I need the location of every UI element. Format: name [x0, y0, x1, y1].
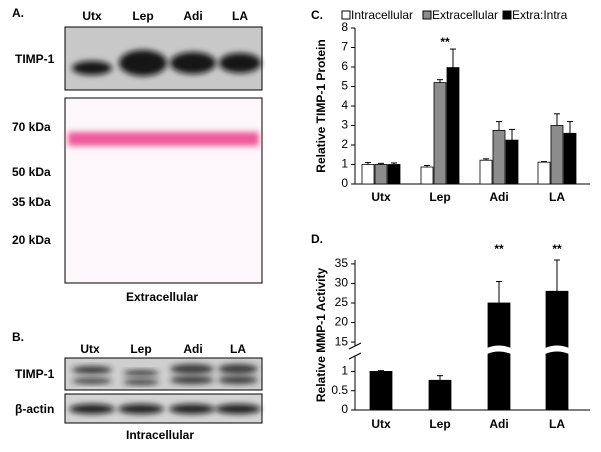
caption: Intracellular	[126, 428, 194, 442]
x-tick-label: Utx	[371, 190, 391, 204]
legend-label: Extracellular	[432, 8, 498, 22]
bar	[446, 67, 460, 185]
lane-label: LA	[232, 9, 248, 23]
x-tick-label: Lep	[429, 190, 450, 204]
lane-label: Adi	[183, 9, 202, 23]
band	[118, 404, 164, 414]
bar	[420, 166, 434, 185]
bar-break	[487, 345, 511, 354]
y-tick-label: 8	[341, 20, 348, 34]
y-tick-label: 20	[335, 315, 349, 329]
band	[123, 379, 159, 385]
marker-label: 50 kDa	[12, 165, 51, 179]
band	[123, 370, 159, 376]
x-tick-label: Utx	[371, 417, 391, 431]
annotation: **	[552, 242, 562, 256]
panel-label: D.	[311, 232, 323, 246]
y-tick-label: 0.5	[331, 383, 348, 397]
bar	[563, 132, 577, 185]
bar	[550, 125, 564, 185]
legend-label: Intracellular	[351, 8, 413, 22]
band	[119, 50, 167, 76]
band	[170, 376, 214, 384]
x-tick-label: LA	[549, 417, 565, 431]
annotation: **	[494, 242, 504, 256]
legend-swatch	[341, 10, 351, 20]
marker-label: 20 kDa	[12, 233, 51, 247]
x-tick-label: LA	[549, 190, 565, 204]
band	[69, 404, 115, 414]
y-tick-label: 5	[341, 79, 348, 93]
y-tick-label: 1	[341, 157, 348, 171]
marker-label: 70 kDa	[12, 120, 51, 134]
axis-break	[348, 342, 362, 360]
band	[68, 132, 259, 146]
y-tick-label: 0	[341, 402, 348, 416]
legend-label: Extra:Intra	[512, 8, 568, 22]
lane-label: Utx	[82, 9, 102, 23]
y-tick-label: 4	[341, 98, 348, 112]
bar	[361, 164, 375, 185]
band	[72, 378, 112, 384]
y-label: Relative MMP-1 Activity	[314, 268, 328, 403]
y-tick-label: 2	[341, 137, 348, 151]
ponceau-blot	[64, 97, 263, 284]
bar	[492, 129, 506, 185]
bar	[374, 164, 388, 185]
y-tick-label: 35	[335, 256, 349, 270]
bar	[369, 371, 393, 411]
legend-swatch	[502, 10, 512, 20]
y-tick-label: 6	[341, 59, 348, 73]
band	[170, 364, 214, 374]
legend-swatch	[422, 10, 432, 20]
panel-label: C.	[311, 8, 323, 22]
bar	[479, 159, 493, 185]
bar	[487, 302, 511, 411]
caption: Extracellular	[126, 290, 198, 304]
y-label: Relative TIMP-1 Protein	[314, 39, 328, 172]
bar	[387, 164, 401, 185]
x-tick-label: Adi	[489, 417, 508, 431]
panel-label: A.	[12, 6, 24, 20]
band	[215, 404, 261, 414]
lane-label: Lep	[130, 342, 151, 356]
lane-label: Adi	[183, 342, 202, 356]
y-tick-label: 15	[335, 334, 349, 348]
panel-label: B.	[12, 330, 24, 344]
y-tick-label: 25	[335, 295, 349, 309]
band	[218, 364, 258, 374]
lane-label: LA	[230, 342, 246, 356]
marker-label: 35 kDa	[12, 195, 51, 209]
row-label: β-actin	[15, 402, 54, 416]
band	[169, 404, 215, 414]
x-tick-label: Adi	[489, 190, 508, 204]
band	[218, 376, 258, 384]
band	[170, 52, 216, 74]
lane-label: Utx	[80, 342, 100, 356]
band	[219, 53, 261, 73]
row-label: TIMP-1	[15, 52, 55, 66]
band	[72, 61, 112, 75]
bar	[433, 82, 447, 185]
bar	[537, 161, 551, 185]
bar	[505, 139, 519, 185]
band	[72, 366, 112, 374]
blot	[64, 357, 263, 391]
y-tick-label: 7	[341, 40, 348, 54]
y-tick-label: 3	[341, 118, 348, 132]
y-tick-label: 30	[335, 276, 349, 290]
lane-label: Lep	[132, 9, 153, 23]
x-tick-label: Lep	[429, 417, 450, 431]
row-label: TIMP-1	[15, 367, 55, 381]
bar-break	[545, 345, 569, 354]
y-tick-label: 0	[341, 176, 348, 190]
annotation: **	[440, 35, 450, 49]
bar	[428, 379, 452, 411]
y-tick-label: 1	[341, 364, 348, 378]
